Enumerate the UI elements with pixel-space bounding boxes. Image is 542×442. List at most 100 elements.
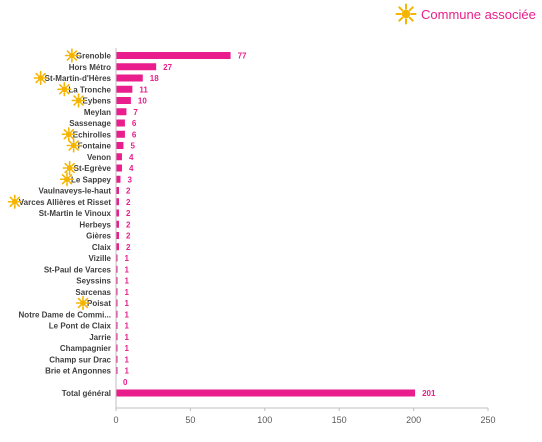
bar — [116, 97, 131, 104]
sun-icon — [62, 160, 77, 176]
category-label: La Tronche — [68, 85, 111, 94]
sun-icon — [61, 127, 76, 142]
x-tick-label: 0 — [113, 415, 118, 425]
bar — [116, 130, 125, 138]
bar — [116, 209, 119, 217]
bar — [116, 220, 119, 228]
value-label: 1 — [124, 265, 129, 274]
value-label: 1 — [124, 367, 129, 376]
bar — [116, 389, 416, 397]
bar — [116, 63, 157, 71]
x-axis-ticks: 0 50 100 150 200 250 — [113, 408, 496, 425]
value-label: 11 — [139, 85, 148, 94]
bar — [116, 265, 118, 273]
x-tick-label: 150 — [332, 415, 347, 425]
category-label: Champ sur Drac — [49, 355, 111, 364]
bar — [116, 367, 118, 374]
category-label: Hors Métro — [69, 63, 111, 72]
category-label: Vaulnaveys-le-haut — [39, 187, 112, 196]
bars-group — [116, 52, 416, 397]
sun-icon — [66, 138, 81, 153]
category-label: Gières — [86, 232, 111, 241]
bar — [116, 243, 119, 251]
value-label: 5 — [130, 142, 135, 151]
value-label: 2 — [126, 243, 131, 252]
sun-icon — [7, 194, 22, 209]
bar — [116, 299, 118, 307]
category-labels: Grenoble Hors Métro St-Martin-d'Hères La Tr… — [19, 52, 112, 399]
x-tick-label: 200 — [406, 415, 421, 425]
value-label: 6 — [132, 119, 137, 128]
sun-icon — [33, 70, 48, 86]
value-label: 2 — [126, 220, 131, 229]
category-label: Varces Allières et Risset — [19, 198, 112, 207]
sun-icon — [75, 295, 91, 311]
category-label: Seyssins — [76, 277, 111, 286]
value-label: 4 — [129, 164, 134, 173]
sun-icons — [7, 48, 91, 311]
bar — [116, 108, 127, 116]
category-label: Sarcenas — [75, 288, 111, 297]
legend-label: Commune associée — [421, 6, 536, 22]
category-label: Poisat — [87, 299, 111, 308]
category-label: Le Pont de Claix — [49, 322, 112, 331]
bar — [116, 344, 118, 352]
x-tick-label: 250 — [480, 415, 495, 425]
sun-icon — [395, 3, 417, 25]
bar — [116, 254, 118, 262]
category-label: St-Martin le Vinoux — [39, 209, 112, 218]
bar — [116, 232, 119, 239]
bar — [116, 355, 118, 363]
bar — [116, 322, 118, 329]
category-label: Sassenage — [69, 119, 111, 128]
category-label: Le Sappey — [71, 175, 112, 184]
bar — [116, 164, 122, 172]
category-label: Grenoble — [76, 52, 112, 61]
bar — [116, 198, 119, 206]
value-label: 3 — [127, 175, 132, 184]
category-label: Jarrie — [89, 333, 111, 342]
bar — [116, 119, 125, 127]
bar — [116, 277, 118, 284]
category-label: Brie et Angonnes — [45, 367, 111, 376]
sun-icon — [71, 93, 86, 108]
value-label: 1 — [124, 310, 129, 319]
value-label: 1 — [124, 288, 129, 297]
bar — [116, 142, 124, 149]
bar — [116, 310, 118, 318]
value-label: 6 — [132, 130, 137, 139]
sun-icon — [64, 48, 79, 63]
category-label: Echirolles — [73, 130, 112, 139]
bar — [116, 187, 119, 194]
bar — [116, 175, 121, 183]
value-label: 2 — [126, 187, 131, 196]
value-label: 4 — [129, 153, 134, 162]
sun-icon — [57, 82, 72, 97]
category-label: Total général — [62, 389, 111, 398]
value-label: 2 — [126, 198, 131, 207]
category-label: Claix — [92, 243, 112, 252]
category-label: St-Martin-d'Hères — [45, 74, 112, 83]
category-label: Notre Dame de Commi... — [19, 310, 111, 319]
legend: Commune associée — [395, 2, 536, 26]
bar — [116, 333, 118, 341]
bar — [116, 74, 143, 82]
category-label: Vizille — [88, 254, 111, 263]
x-tick-label: 100 — [257, 415, 272, 425]
value-label: 2 — [126, 209, 131, 218]
value-label: 1 — [124, 322, 129, 331]
category-label: Champagnier — [60, 344, 111, 353]
value-label: 7 — [133, 108, 138, 117]
bar — [116, 153, 122, 161]
category-label: St-Paul de Varces — [44, 265, 112, 274]
category-label: St-Egrève — [74, 164, 112, 173]
x-tick-label: 50 — [185, 415, 195, 425]
value-label: 1 — [124, 254, 129, 263]
sun-icon — [59, 172, 75, 187]
value-label: 1 — [124, 344, 129, 353]
value-label: 10 — [138, 97, 147, 106]
value-label: 2 — [126, 232, 131, 241]
bar — [116, 52, 231, 59]
value-label: 77 — [238, 52, 247, 61]
